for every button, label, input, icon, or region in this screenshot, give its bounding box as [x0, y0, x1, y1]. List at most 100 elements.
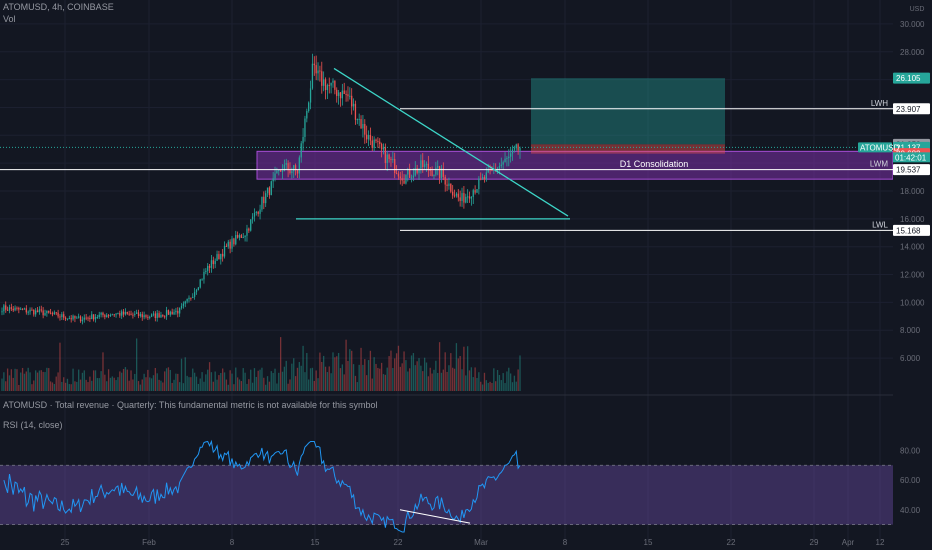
volume-bar [132, 379, 134, 391]
volume-bar [190, 377, 192, 391]
candle-body [401, 178, 403, 181]
volume-bar [109, 377, 112, 391]
candle-body [259, 209, 261, 214]
volume-bar [517, 369, 519, 391]
price-tick: 18.000 [900, 187, 925, 196]
stop-zone [531, 144, 725, 154]
rsi-tick: 60.00 [900, 476, 921, 485]
time-tick: 8 [230, 538, 235, 547]
candle-body [205, 270, 207, 272]
volume-bar [167, 367, 170, 391]
volume-bar [403, 351, 405, 391]
candle-body [334, 80, 336, 90]
price-axis: 30.00028.00026.10523.90721.35221.13720.6… [858, 0, 932, 550]
volume-bar [483, 372, 486, 391]
candle-body [291, 171, 293, 174]
volume-bar [478, 372, 480, 391]
candle-body [59, 316, 61, 318]
candle-body [388, 154, 390, 159]
volume-bar [14, 368, 16, 391]
candle-body [431, 170, 433, 177]
volume-bar [418, 358, 420, 391]
candle-body [141, 314, 143, 318]
candle-body [364, 124, 366, 135]
candle-body [366, 134, 368, 140]
candle-body [188, 297, 190, 299]
volume-bar [324, 366, 327, 391]
volume-bar [506, 371, 508, 391]
candle-body [410, 177, 413, 179]
price-tag-text: 23.907 [896, 105, 921, 114]
volume-bar [6, 368, 9, 391]
volume-bar [57, 372, 59, 391]
candle-body [175, 310, 177, 313]
volume-bar [354, 375, 357, 391]
candle-body [44, 313, 46, 316]
candle-body [463, 193, 465, 203]
volume-bar [375, 363, 377, 391]
candle-body [504, 158, 506, 163]
volume-bar [173, 379, 175, 391]
candle-body [394, 159, 396, 174]
candle-body [380, 143, 383, 150]
candle-body [465, 196, 467, 203]
candle-body [124, 312, 127, 315]
volume-bar [448, 365, 450, 391]
volume-bar [154, 367, 156, 391]
volume-bar [92, 370, 95, 391]
candle-body [72, 315, 74, 320]
candle-body [225, 245, 228, 247]
level-label-lwm: LWM [870, 160, 888, 169]
volume-bar [397, 345, 400, 391]
candle-body [20, 308, 22, 310]
candle-body [384, 147, 387, 163]
candle-body [154, 313, 156, 319]
volume-bar [46, 367, 48, 391]
currency-badge[interactable]: USD [909, 6, 925, 13]
volume-bar [481, 384, 484, 391]
volume-bar [317, 378, 319, 391]
volume-bar [407, 371, 409, 391]
candle-body [203, 271, 205, 280]
candle-body [164, 316, 166, 318]
time-tick: 15 [644, 538, 653, 547]
candle-body [53, 312, 56, 315]
candle-body [8, 307, 11, 311]
volume-bar [222, 368, 224, 391]
candle-body [111, 314, 113, 316]
volume-bar [152, 375, 155, 391]
price-tag-15.168 [893, 224, 930, 236]
volume-bar [472, 377, 474, 391]
candle-body [409, 168, 411, 178]
candle-body [102, 312, 104, 316]
volume-bar [203, 381, 205, 391]
volume-bar [210, 372, 213, 391]
rsi-tick: 80.00 [900, 446, 921, 455]
volume-bar [322, 355, 325, 391]
volume-bar [240, 381, 243, 391]
volume-bar [89, 376, 91, 391]
volume-bar [214, 371, 216, 391]
volume-bar [244, 372, 246, 391]
volume-bar [377, 367, 379, 391]
candle-body [470, 196, 473, 199]
candle-body [341, 90, 343, 99]
volume-bar [250, 369, 252, 391]
candle-body [375, 139, 377, 141]
rsi-line [3, 439, 521, 533]
volume-bar [463, 346, 465, 391]
symbol-tag [858, 142, 892, 153]
candle-body [418, 168, 420, 173]
candle-body [89, 317, 91, 320]
volume-bars [1, 337, 521, 391]
volume-bar [78, 369, 80, 391]
volume-bar [515, 381, 517, 391]
candle-body [21, 308, 24, 310]
volume-bar [414, 365, 416, 391]
candle-body [423, 164, 426, 168]
volume-bar [70, 384, 72, 391]
candle-body [57, 312, 59, 317]
candle-body [139, 314, 142, 316]
candle-body [515, 144, 517, 149]
